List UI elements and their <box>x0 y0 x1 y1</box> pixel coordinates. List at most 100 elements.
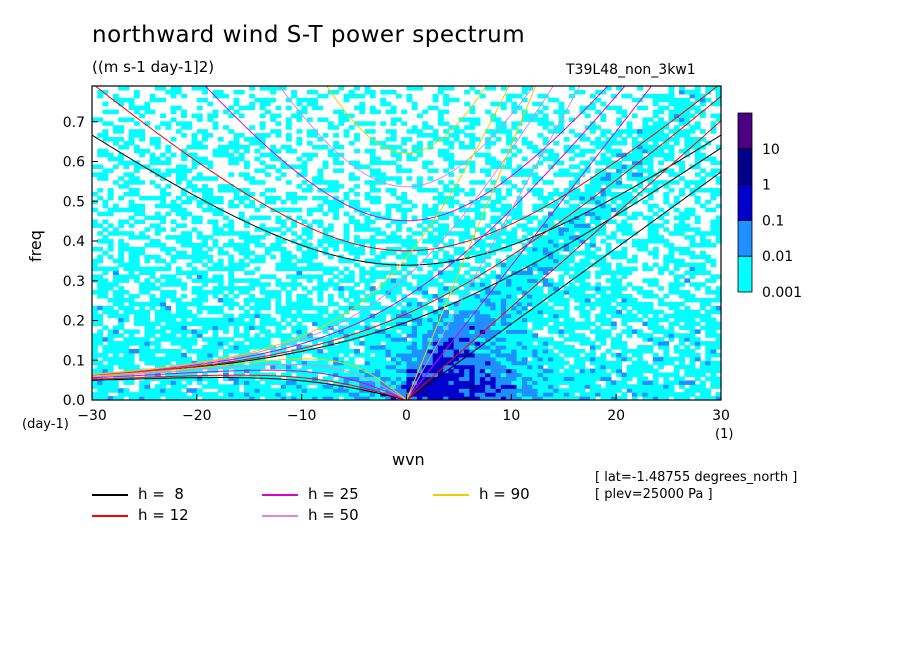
heatmap-cell <box>668 380 675 385</box>
heatmap-cell <box>217 258 224 264</box>
heatmap-cell <box>506 372 512 378</box>
heatmap-cell <box>102 239 109 244</box>
heatmap-cell <box>647 180 654 185</box>
heatmap-cell <box>652 235 659 240</box>
heatmap-cell <box>191 184 198 189</box>
heatmap-cell <box>574 262 581 268</box>
heatmap-cell <box>369 286 376 291</box>
heatmap-cell <box>139 305 146 311</box>
heatmap-cell <box>375 160 381 166</box>
heatmap-cell <box>694 321 701 327</box>
heatmap-cell <box>485 140 491 146</box>
heatmap-cell <box>532 148 539 154</box>
heatmap-cell <box>694 297 701 303</box>
heatmap-cell <box>170 246 177 252</box>
heatmap-cell <box>396 227 402 232</box>
heatmap-cell <box>128 309 135 315</box>
heatmap-cell <box>165 392 172 397</box>
heatmap-cell <box>396 282 402 287</box>
heatmap-cell <box>186 396 193 400</box>
heatmap-cell <box>673 262 680 268</box>
heatmap-cell <box>621 164 628 170</box>
heatmap-cell <box>327 254 334 260</box>
heatmap-cell <box>637 380 643 385</box>
heatmap-cell <box>385 329 392 334</box>
heatmap-cell <box>479 168 486 173</box>
heatmap-cell <box>92 246 98 252</box>
heatmap-cell <box>139 207 146 213</box>
heatmap-cell <box>202 396 208 400</box>
heatmap-cell <box>527 388 533 393</box>
heatmap-cell <box>154 254 161 260</box>
heatmap-cell <box>364 180 371 185</box>
heatmap-cell <box>715 144 721 150</box>
heatmap-cell <box>631 172 638 177</box>
heatmap-cell <box>181 384 187 389</box>
heatmap-cell <box>684 380 691 385</box>
heatmap-cell <box>506 140 512 146</box>
heatmap-cell <box>527 254 533 260</box>
heatmap-cell <box>296 388 303 393</box>
heatmap-cell <box>474 227 481 232</box>
heatmap-cell <box>175 356 182 362</box>
heatmap-cell <box>490 270 497 275</box>
heatmap-cell <box>406 199 413 205</box>
heatmap-cell <box>432 207 439 213</box>
heatmap-cell <box>118 207 125 213</box>
heatmap-cell <box>97 266 104 272</box>
heatmap-cell <box>548 219 554 224</box>
heatmap-cell <box>217 250 224 256</box>
heatmap-cell <box>401 345 408 350</box>
heatmap-cell <box>107 368 114 374</box>
heatmap-cell <box>448 274 455 279</box>
heatmap-cell <box>97 164 104 170</box>
heatmap-cell <box>181 286 187 291</box>
heatmap-cell <box>275 392 282 397</box>
heatmap-cell <box>107 223 114 228</box>
heatmap-cell <box>322 345 329 350</box>
heatmap-cell <box>605 203 612 209</box>
heatmap-cell <box>244 309 250 315</box>
heatmap-cell <box>506 239 512 244</box>
heatmap-cell <box>694 262 701 268</box>
heatmap-cell <box>448 164 455 170</box>
heatmap-cell <box>652 388 659 393</box>
heatmap-cell <box>327 368 334 374</box>
heatmap-cell <box>631 352 638 358</box>
heatmap-cell <box>542 356 549 362</box>
heatmap-cell <box>322 384 329 389</box>
heatmap-cell <box>652 396 659 400</box>
heatmap-cell <box>427 262 434 268</box>
heatmap-cell <box>233 160 240 166</box>
heatmap-cell <box>348 199 355 205</box>
heatmap-cell <box>312 396 318 400</box>
heatmap-cell <box>621 152 628 158</box>
heatmap-cell <box>196 321 203 327</box>
heatmap-cell <box>700 388 706 393</box>
heatmap-cell <box>128 160 135 166</box>
heatmap-cell <box>437 392 444 397</box>
heatmap-cell <box>175 164 182 170</box>
heatmap-cell <box>500 227 507 232</box>
heatmap-cell <box>160 309 166 315</box>
heatmap-cell <box>359 207 366 213</box>
heatmap-cell <box>181 239 187 244</box>
heatmap-cell <box>553 156 560 162</box>
heatmap-cell <box>521 301 528 307</box>
heatmap-cell <box>238 156 245 162</box>
heatmap-cell <box>406 384 413 389</box>
heatmap-cell <box>537 376 544 381</box>
heatmap-cell <box>469 180 476 185</box>
heatmap-cell <box>359 223 366 228</box>
heatmap-cell <box>160 266 166 272</box>
heatmap-cell <box>275 219 282 224</box>
heatmap-cell <box>406 301 413 307</box>
heatmap-cell <box>589 388 596 393</box>
heatmap-cell <box>710 329 717 334</box>
heatmap-cell <box>479 246 486 252</box>
heatmap-cell <box>616 286 623 291</box>
heatmap-cell <box>621 301 628 307</box>
heatmap-cell <box>500 301 507 307</box>
heatmap-cell <box>291 282 298 287</box>
heatmap-cell <box>589 207 596 213</box>
